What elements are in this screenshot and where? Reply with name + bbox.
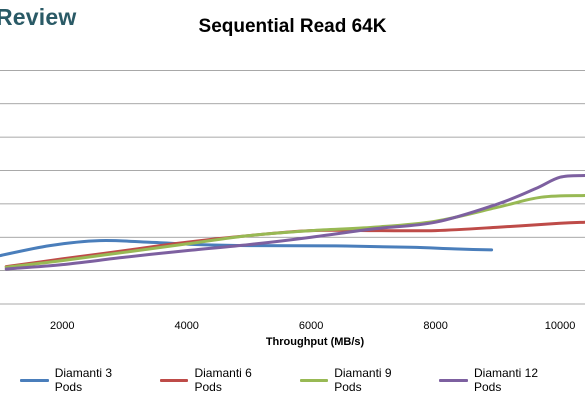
x-tick-label-6000: 6000 [299,320,323,332]
legend-item-9-pods: Diamanti 9 Pods [299,366,414,394]
series-line-4 [4,174,585,271]
x-tick-label-8000: 8000 [423,320,447,332]
legend-swatch-3-pods [20,378,49,382]
legend-label-6-pods: Diamanti 6 Pods [194,366,252,394]
grid-lines [0,69,585,305]
legend-item-3-pods: Diamanti 3 Pods [20,366,134,394]
series-lines [0,174,585,271]
legend-item-12-pods: Diamanti 12 Pods [439,366,559,394]
legend-swatch-12-pods [439,378,468,382]
x-tick-label-10000: 10000 [545,320,576,332]
series-line-1 [0,238,494,258]
legend-label-9-pods: Diamanti 9 Pods [334,366,392,394]
brand-logo-text: Review [0,4,77,30]
x-axis-label: Throughput (MB/s) [265,336,365,348]
legend-swatch-6-pods [159,378,189,382]
chart-title: Sequential Read 64K [198,16,387,37]
legend-swatch-9-pods [299,378,329,382]
x-tick-label-4000: 4000 [174,320,198,332]
x-tick-label-2000: 2000 [50,320,74,332]
legend-label-3-pods: Diamanti 3 Pods [54,366,113,394]
legend-item-6-pods: Diamanti 6 Pods [159,366,274,394]
legend-label-12-pods: Diamanti 12 Pods [473,366,539,394]
legend: Diamanti 3 Pods Diamanti 6 Pods Diamanti… [20,366,585,394]
x-tick-labels: 2000 4000 6000 8000 10000 [50,320,575,332]
series-line-3 [4,194,585,269]
